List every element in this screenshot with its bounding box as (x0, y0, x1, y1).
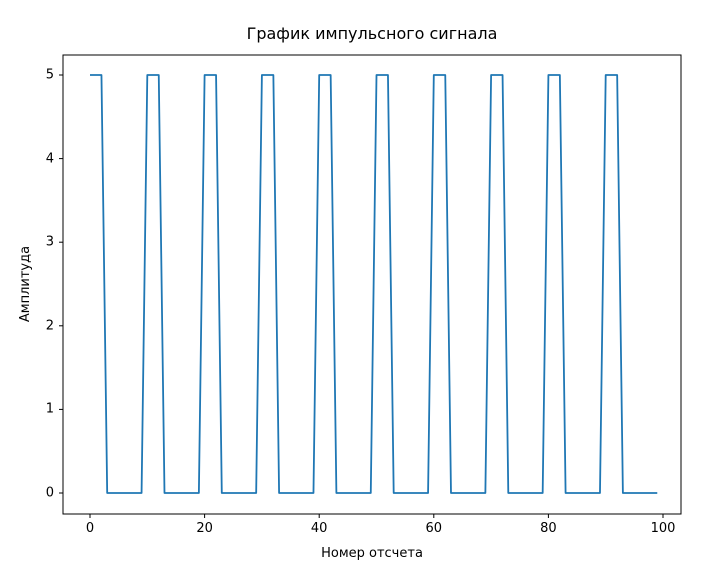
x-tick-label: 20 (196, 521, 213, 536)
x-axis-label: Номер отсчета (321, 546, 423, 561)
x-tick-label: 100 (650, 521, 676, 536)
x-tick-label: 80 (540, 521, 557, 536)
y-tick-label: 4 (45, 151, 54, 167)
x-tick-label: 60 (425, 521, 443, 536)
y-tick-label: 1 (45, 401, 54, 417)
y-tick-label: 3 (45, 234, 54, 250)
y-tick-label: 0 (45, 485, 54, 501)
signal-line (90, 74, 658, 494)
chart-title: График импульсного сигнала (246, 24, 498, 43)
x-tick-label: 0 (85, 521, 95, 536)
y-tick-label: 2 (45, 318, 54, 334)
y-axis-label: Амплитуда (18, 245, 33, 323)
plot-border (62, 54, 682, 515)
y-tick-label: 5 (45, 67, 54, 83)
tick-marks (59, 74, 664, 518)
x-tick-label: 40 (310, 521, 328, 536)
